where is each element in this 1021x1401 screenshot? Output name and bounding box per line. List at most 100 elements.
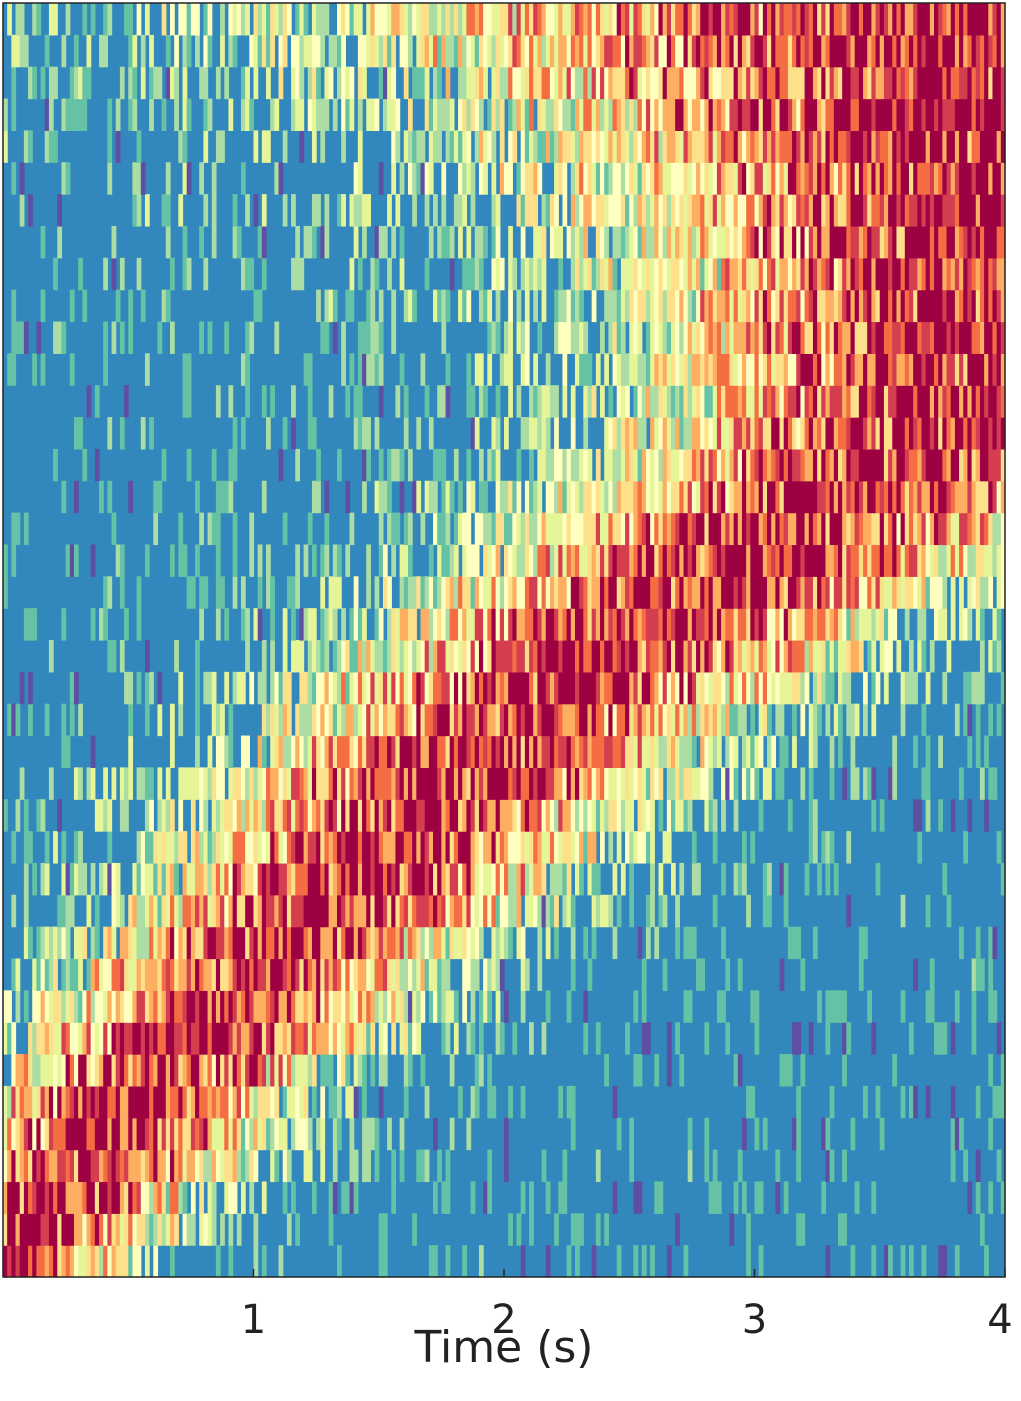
heatmap-cell [475,1086,480,1118]
heatmap-cell [308,1118,313,1150]
heatmap-cell [153,481,158,513]
heatmap-cell [224,1118,229,1150]
heatmap-cell [771,481,776,513]
heatmap-cell [625,672,630,704]
heatmap-cell [625,640,630,672]
heatmap-cell [613,194,618,226]
heatmap-cell [491,417,496,449]
heatmap-cell [458,799,463,831]
heatmap-cell [166,831,171,863]
heatmap-cell [132,194,137,226]
heatmap-cell [91,1086,96,1118]
heatmap-cell [646,130,651,162]
heatmap-cell [366,736,371,768]
heatmap-cell [241,1181,246,1213]
heatmap-cell [91,544,96,576]
heatmap-cell [600,162,605,194]
heatmap-cell [684,481,689,513]
heatmap-cell [462,608,467,640]
heatmap-cell [871,290,876,322]
heatmap-cell [780,130,785,162]
heatmap-cell [233,513,238,545]
heatmap-cell [692,322,697,354]
heatmap-cell [529,704,534,736]
heatmap-cell [496,672,501,704]
heatmap-cell [208,895,213,927]
heatmap-cell [383,544,388,576]
heatmap-cell [149,1054,154,1086]
heatmap-cell [800,767,805,799]
heatmap-cell [291,1118,296,1150]
heatmap-cell [696,704,701,736]
heatmap-cell [425,640,430,672]
heatmap-cell [203,1150,208,1182]
heatmap-cell [270,1118,275,1150]
heatmap-cell [825,162,830,194]
heatmap-cell [479,990,484,1022]
heatmap-cell [66,927,71,959]
heatmap-cell [262,481,267,513]
heatmap-cell [654,544,659,576]
heatmap-cell [537,417,542,449]
heatmap-cell [496,895,501,927]
heatmap-cell [533,895,538,927]
heatmap-cell [938,576,943,608]
heatmap-cell [128,959,133,991]
heatmap-cell [174,959,179,991]
heatmap-cell [842,1150,847,1182]
heatmap-cell [475,672,480,704]
heatmap-cell [771,162,776,194]
heatmap-cell [546,927,551,959]
heatmap-cell [437,576,442,608]
heatmap-cell [41,990,46,1022]
heatmap-cell [521,1245,526,1277]
heatmap-cell [679,322,684,354]
heatmap-cell [967,672,972,704]
heatmap-cell [696,417,701,449]
heatmap-cell [759,194,764,226]
heatmap-cell [308,990,313,1022]
heatmap-cell [771,353,776,385]
heatmap-cell [821,1181,826,1213]
heatmap-cell [166,799,171,831]
heatmap-cell [316,895,321,927]
heatmap-cell [383,672,388,704]
heatmap-cell [788,258,793,290]
heatmap-cell [95,1054,100,1086]
heatmap-cell [583,927,588,959]
heatmap-cell [99,1054,104,1086]
heatmap-cell [224,608,229,640]
heatmap-cell [187,990,192,1022]
heatmap-cell [558,640,563,672]
heatmap-cell [391,831,396,863]
heatmap-cell [471,704,476,736]
heatmap-cell [934,417,939,449]
heatmap-cell [951,481,956,513]
heatmap-cell [233,1150,238,1182]
heatmap-cell [249,990,254,1022]
heatmap-cell [684,385,689,417]
heatmap-cell [679,481,684,513]
heatmap-cell [57,1181,62,1213]
heatmap-cell [671,736,676,768]
heatmap-cell [692,831,697,863]
heatmap-cell [483,704,488,736]
heatmap-cell [567,481,572,513]
heatmap-cell [788,194,793,226]
heatmap-cell [938,513,943,545]
heatmap-cell [755,672,760,704]
heatmap-cell [421,353,426,385]
heatmap-cell [554,640,559,672]
heatmap-cell [984,513,989,545]
heatmap-cell [909,544,914,576]
heatmap-cell [504,608,509,640]
heatmap-cell [663,481,668,513]
heatmap-cell [980,449,985,481]
heatmap-cell [233,1022,238,1054]
heatmap-cell [162,1118,167,1150]
heatmap-cell [107,1181,112,1213]
heatmap-cell [562,481,567,513]
heatmap-cell [717,1181,722,1213]
heatmap-cell [441,927,446,959]
heatmap-cell [775,322,780,354]
